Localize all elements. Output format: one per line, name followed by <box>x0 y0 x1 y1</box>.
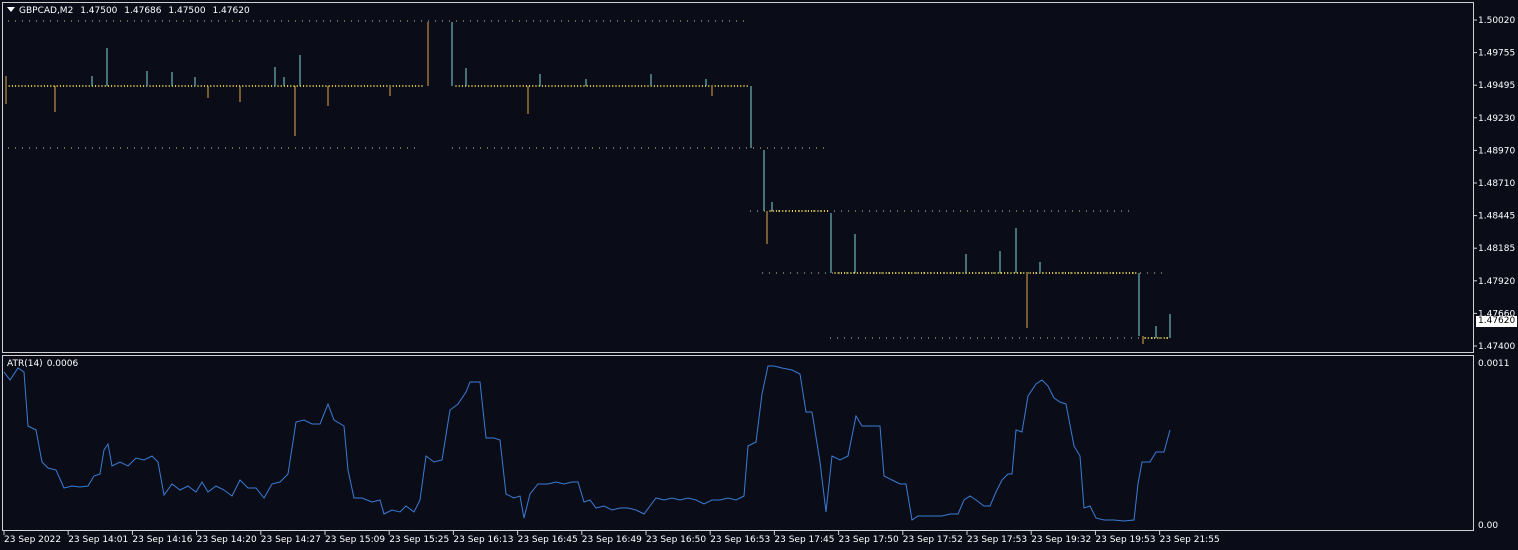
time-axis-label: 23 Sep 21:55 <box>1160 535 1220 545</box>
price-axis-label: 1.48970 <box>1478 146 1515 156</box>
time-axis-label: 23 Sep 15:25 <box>389 535 449 545</box>
time-axis-label: 23 Sep 16:49 <box>582 535 642 545</box>
atr-axis-bottom-label: 0.00 <box>1478 521 1498 531</box>
atr-axis-top-label: 0.0011 <box>1478 359 1510 369</box>
time-axis-label: 23 Sep 14:27 <box>261 535 321 545</box>
atr-header: ATR(14) 0.0006 <box>7 359 82 369</box>
time-axis-label: 23 Sep 14:20 <box>197 535 257 545</box>
price-axis-label: 1.47920 <box>1478 277 1515 287</box>
time-axis-label: 23 Sep 17:50 <box>839 535 899 545</box>
time-axis-label: 23 Sep 16:45 <box>518 535 578 545</box>
time-axis-label: 23 Sep 17:45 <box>774 535 834 545</box>
price-axis-label: 1.50020 <box>1478 16 1515 26</box>
low-value: 1.47500 <box>168 6 206 16</box>
time-axis-label: 23 Sep 16:53 <box>710 535 770 545</box>
time-axis-label: 23 Sep 17:53 <box>967 535 1027 545</box>
time-axis-label: 23 Sep 14:16 <box>132 535 192 545</box>
atr-indicator-pane[interactable]: ATR(14) 0.0006 <box>2 355 1474 531</box>
high-value: 1.47686 <box>124 6 162 16</box>
price-axis-label: 1.48710 <box>1478 179 1515 189</box>
time-axis-label: 23 Sep 15:09 <box>325 535 385 545</box>
price-axis-label: 1.49755 <box>1478 49 1515 59</box>
time-axis-label: 23 Sep 2022 <box>4 535 61 545</box>
symbol-header: GBPCAD,M2 1.47500 1.47686 1.47500 1.4762… <box>7 6 254 16</box>
atr-value: 0.0006 <box>46 359 79 369</box>
dropdown-triangle-icon[interactable] <box>7 7 15 12</box>
time-axis-label: 23 Sep 14:01 <box>68 535 128 545</box>
time-axis-label: 23 Sep 16:13 <box>453 535 513 545</box>
time-axis-label: 23 Sep 16:50 <box>646 535 706 545</box>
atr-label: ATR(14) <box>7 359 43 369</box>
time-axis-label: 23 Sep 19:53 <box>1095 535 1155 545</box>
current-price-tag: 1.47620 <box>1476 316 1518 327</box>
symbol-name: GBPCAD,M2 <box>19 6 74 16</box>
open-value: 1.47500 <box>80 6 118 16</box>
atr-line <box>3 365 1171 522</box>
price-axis-label: 1.47660 <box>1478 309 1515 319</box>
time-axis-label: 23 Sep 19:32 <box>1031 535 1091 545</box>
price-axis-label: 1.49230 <box>1478 114 1515 124</box>
time-axis-label: 23 Sep 17:52 <box>903 535 963 545</box>
close-value: 1.47620 <box>212 6 250 16</box>
price-axis-label: 1.49495 <box>1478 81 1515 91</box>
price-axis-label: 1.48445 <box>1478 212 1515 222</box>
price-axis-label: 1.47400 <box>1478 342 1515 352</box>
price-chart-pane[interactable]: GBPCAD,M2 1.47500 1.47686 1.47500 1.4762… <box>2 2 1474 353</box>
price-axis-label: 1.48185 <box>1478 244 1515 254</box>
